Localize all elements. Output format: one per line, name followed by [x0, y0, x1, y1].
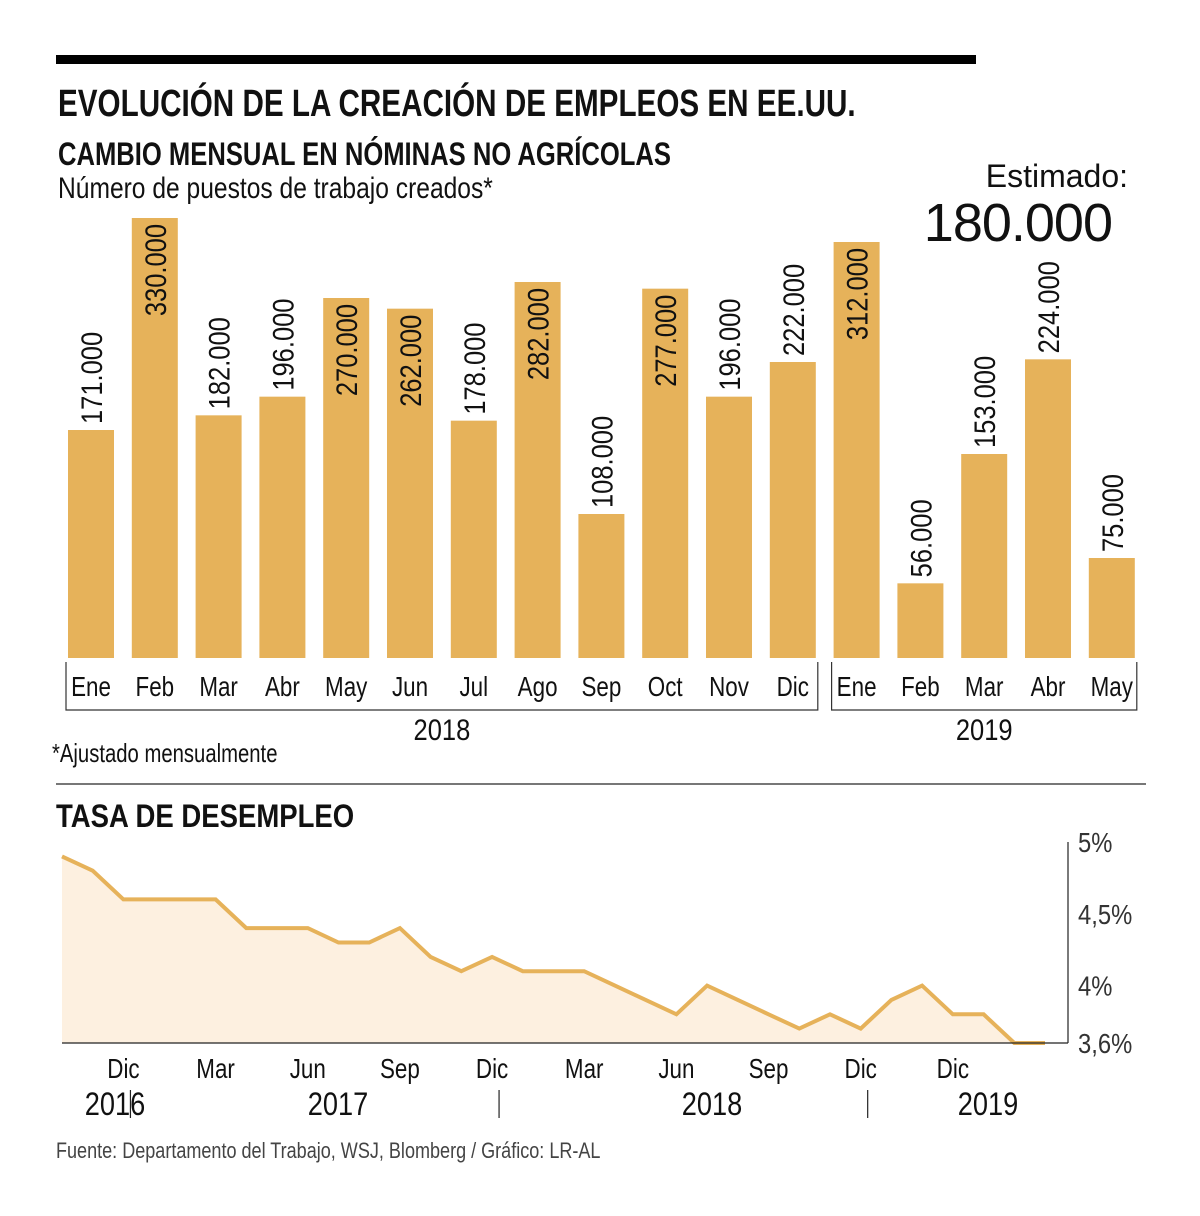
x-tick-label: Sep [749, 1054, 789, 1085]
bar [323, 298, 370, 658]
x-tick-label: Dic [937, 1054, 969, 1085]
estimate-label: Estimado: [985, 158, 1128, 194]
bar-value-label: 262.000 [394, 315, 427, 407]
month-label: Mar [199, 672, 238, 703]
unemployment-line [61, 854, 1045, 1045]
y-tick-label: 3,6% [1078, 1027, 1132, 1059]
bar [68, 430, 114, 658]
x-tick-label: Jun [290, 1054, 326, 1085]
bar-value-label: 178.000 [458, 323, 491, 415]
bar [897, 583, 944, 658]
month-label: Ago [518, 672, 558, 703]
x-tick-label: Mar [196, 1054, 235, 1085]
bar-value-label: 108.000 [585, 416, 618, 508]
bar-value-label: 282.000 [522, 288, 555, 380]
chart-title: EVOLUCIÓN DE LA CREACIÓN DE EMPLEOS EN E… [58, 83, 856, 125]
footnote: *Ajustado mensualmente [52, 738, 278, 768]
jobs-bar-chart: 171.000 Ene 330.000 Feb 182.000 Mar 196.000 Abr… [65, 218, 1138, 746]
bar [514, 282, 561, 658]
bar-value-label: 171.000 [75, 332, 108, 424]
bar [706, 396, 752, 658]
bar-value-label: 330.000 [139, 224, 172, 316]
bar-value-label: 56.000 [904, 499, 937, 577]
year-label: 2017 [308, 1087, 368, 1123]
bar [578, 514, 625, 658]
bar [259, 396, 306, 658]
bar-value-label: 224.000 [1032, 261, 1065, 353]
month-label: Jun [392, 672, 428, 703]
bar [131, 218, 178, 658]
month-label: Jul [459, 672, 488, 703]
month-label: Feb [901, 672, 940, 703]
x-tick-label: Sep [380, 1054, 420, 1085]
bar-value-label: 75.000 [1096, 474, 1129, 552]
x-tick-label: Dic [476, 1054, 508, 1085]
month-label: May [325, 672, 368, 703]
chart-subtitle: CAMBIO MENSUAL EN NÓMINAS NO AGRÍCOLAS [58, 136, 671, 172]
year-label: 2018 [414, 713, 471, 746]
unemployment-title: TASA DE DESEMPLEO [56, 798, 355, 834]
bar-value-label: 312.000 [841, 248, 874, 340]
bar [961, 454, 1008, 658]
bar [1088, 558, 1135, 658]
chart-description: Número de puestos de trabajo creados* [58, 172, 493, 205]
month-label: Feb [136, 672, 175, 703]
year-bracket [831, 662, 1138, 711]
year-label: 2016 [85, 1087, 145, 1123]
month-label: Abr [1031, 672, 1066, 703]
bar [450, 420, 497, 658]
month-label: Ene [71, 672, 111, 703]
x-tick-label: Dic [845, 1054, 877, 1085]
bar [642, 288, 689, 658]
year-label: 2019 [956, 713, 1013, 746]
y-tick-label: 5% [1078, 826, 1112, 858]
bar-value-label: 182.000 [203, 317, 236, 409]
month-label: Oct [648, 672, 683, 703]
x-tick-label: Mar [565, 1054, 604, 1085]
bar [387, 308, 433, 658]
x-tick-label: Jun [658, 1054, 694, 1085]
bar-value-label: 277.000 [649, 295, 682, 387]
bar [833, 242, 880, 658]
month-label: Nov [709, 672, 749, 703]
bar-value-label: 196.000 [713, 299, 746, 391]
x-tick-label: Dic [107, 1054, 139, 1085]
bar [195, 415, 242, 658]
bar-value-label: 270.000 [330, 304, 363, 396]
source-note: Fuente: Departamento del Trabajo, WSJ, B… [56, 1138, 601, 1163]
bar-value-label: 222.000 [777, 264, 810, 356]
year-label: 2019 [958, 1087, 1018, 1123]
bar [769, 362, 816, 658]
bar [1025, 359, 1071, 658]
bar-value-label: 196.000 [266, 299, 299, 391]
year-label: 2018 [682, 1087, 742, 1123]
month-label: Sep [581, 672, 621, 703]
section-divider [56, 783, 1146, 785]
y-tick-label: 4% [1078, 970, 1112, 1002]
month-label: Mar [965, 672, 1004, 703]
estimate-value: 180.000 [923, 193, 1113, 253]
bar-value-label: 153.000 [968, 356, 1001, 448]
area-fill [62, 856, 1045, 1043]
month-label: May [1091, 672, 1134, 703]
month-label: Dic [777, 672, 809, 703]
top-rule [56, 55, 976, 64]
year-bracket [65, 662, 819, 711]
month-label: Ene [837, 672, 877, 703]
month-label: Abr [265, 672, 300, 703]
y-tick-label: 4,5% [1078, 898, 1132, 930]
